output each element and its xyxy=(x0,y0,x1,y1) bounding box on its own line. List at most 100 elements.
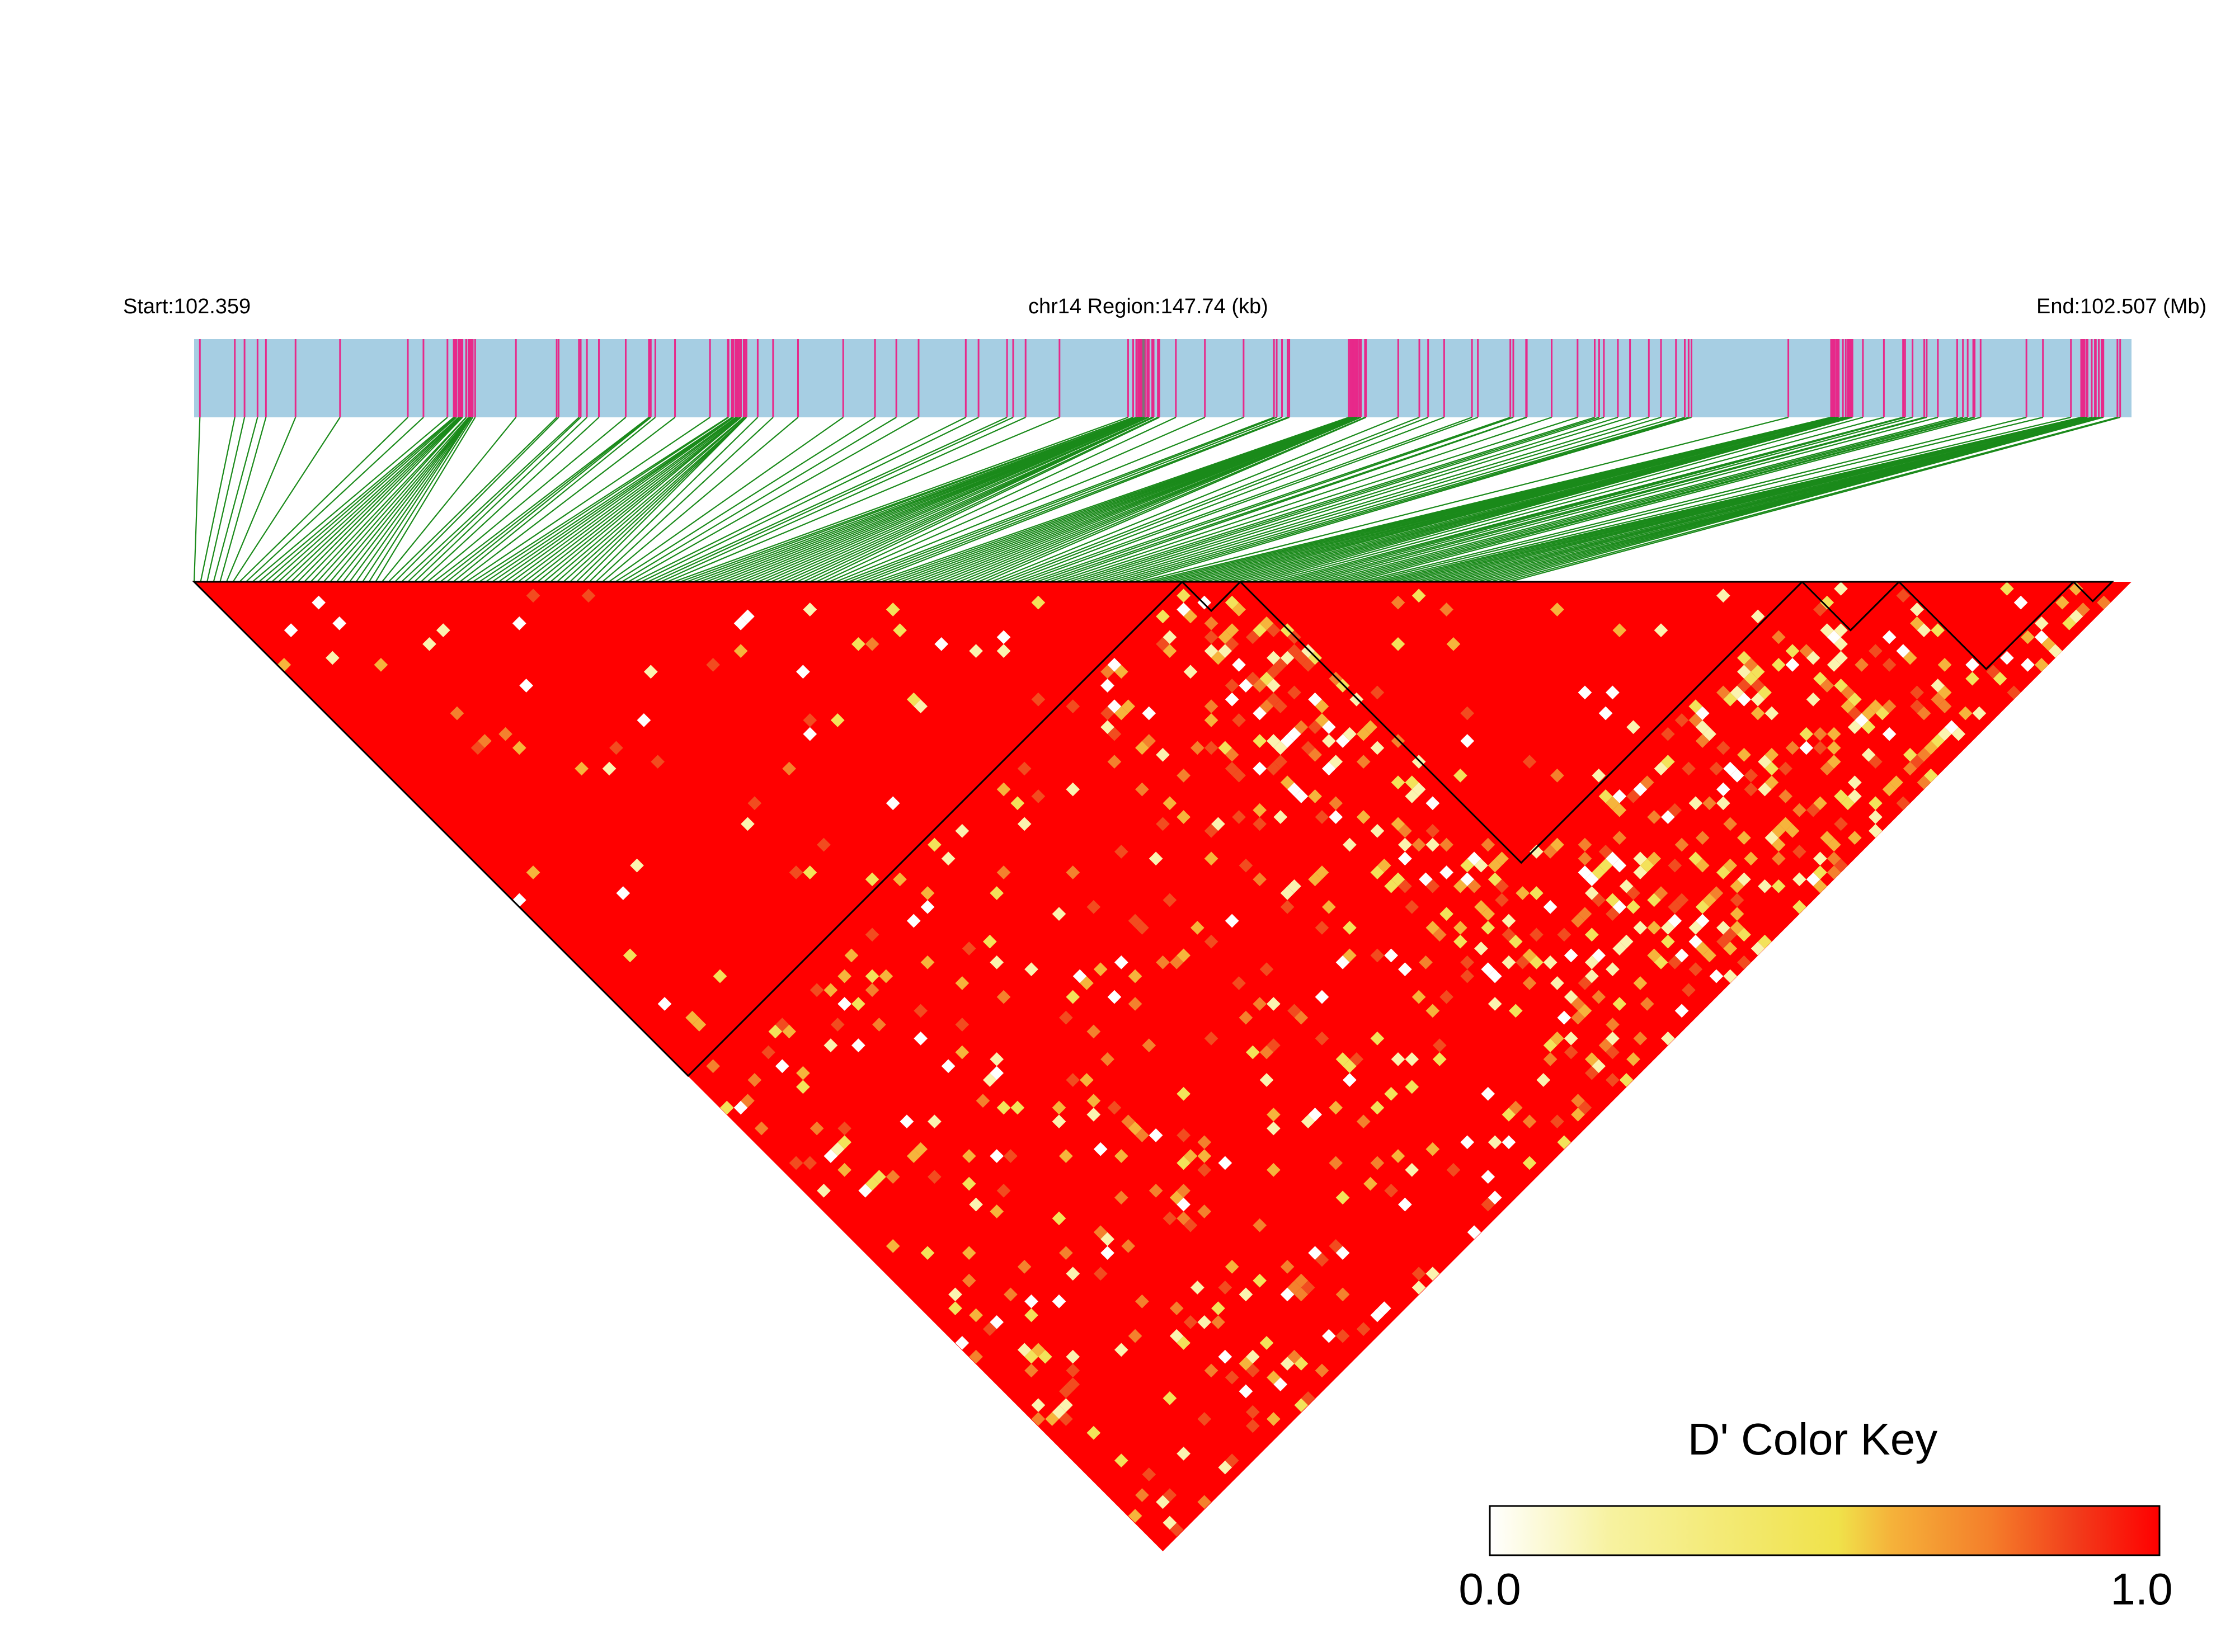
snp-connector xyxy=(368,417,473,582)
ld-cell xyxy=(1723,692,1738,707)
ld-cell xyxy=(1315,713,1329,727)
ld-cell xyxy=(1273,755,1288,769)
ld-cell xyxy=(1315,1031,1329,1046)
snp-ticks xyxy=(199,339,2121,417)
ld-cell xyxy=(1578,865,1592,879)
ld-cell xyxy=(1744,768,1758,783)
ld-cell xyxy=(1453,934,1467,949)
ld-cell xyxy=(1280,900,1295,914)
ld-cell xyxy=(1308,651,1322,665)
ld-cell xyxy=(1522,1156,1537,1170)
ld-cell xyxy=(1343,727,1357,741)
ld-cell xyxy=(1329,1100,1343,1115)
ld-cell xyxy=(1695,914,1710,928)
ld-cell xyxy=(1958,706,1973,721)
ld-cell xyxy=(1813,879,1827,893)
ld-block-outline xyxy=(192,581,1184,1077)
ld-cell xyxy=(1329,810,1343,824)
ld-cell xyxy=(1716,589,1730,603)
snp-connector xyxy=(764,416,1145,583)
ld-cell xyxy=(1765,775,1779,790)
ld-cell xyxy=(1384,1184,1399,1198)
ld-cell xyxy=(920,900,935,914)
ld-cell xyxy=(1723,858,1738,873)
ld-cell xyxy=(1163,644,1177,658)
snp-connector xyxy=(900,416,1354,583)
ld-cell xyxy=(1114,665,1128,679)
ld-cell xyxy=(1149,1184,1163,1198)
ld-cell xyxy=(1010,1100,1025,1115)
ld-cell xyxy=(1321,720,1336,735)
snp-connector xyxy=(232,417,341,582)
snp-connector xyxy=(407,417,581,582)
ld-cell xyxy=(1882,727,1897,741)
ld-cell xyxy=(1584,872,1599,887)
ld-cell xyxy=(1765,761,1779,776)
ld-cell xyxy=(1896,589,1911,603)
ld-cell xyxy=(1937,685,1952,700)
ld-cell xyxy=(1253,761,1267,776)
ld-block-outline xyxy=(1897,581,2076,670)
snp-connector xyxy=(1224,416,1846,583)
ld-cell xyxy=(1370,823,1385,838)
ld-cell xyxy=(1267,1038,1281,1053)
ld-cell xyxy=(1453,879,1467,893)
snp-connector xyxy=(1217,416,1843,583)
ld-cell xyxy=(879,969,893,983)
ld-cell xyxy=(941,1059,956,1074)
ld-cell xyxy=(1674,837,1689,852)
ld-cell xyxy=(1903,761,1917,776)
ld-cell xyxy=(1758,685,1772,700)
ld-cell xyxy=(1197,1495,1212,1509)
ld-cell xyxy=(927,837,942,852)
ld-cell xyxy=(1654,955,1668,969)
ld-cell xyxy=(1411,1267,1426,1281)
ld-cell xyxy=(1017,1343,1032,1357)
ld-cell xyxy=(1522,1114,1537,1129)
ld-cell xyxy=(1827,837,1841,852)
ld-cell xyxy=(1273,810,1288,824)
ld-cell xyxy=(1584,886,1599,900)
ld-block-outline xyxy=(1180,581,1243,613)
ld-cell xyxy=(1287,685,1301,700)
ld-cell xyxy=(1592,768,1606,783)
ld-cell xyxy=(761,1045,775,1060)
ld-cell xyxy=(955,976,970,990)
ld-cell xyxy=(1612,858,1627,873)
snp-connector xyxy=(492,417,733,582)
snp-connector xyxy=(433,417,650,582)
ld-cell xyxy=(1806,692,1820,707)
ld-cell xyxy=(1280,651,1295,665)
snp-connector xyxy=(777,416,1149,583)
ld-cell xyxy=(1543,1052,1558,1066)
ld-cell xyxy=(1550,1114,1564,1129)
ld-cell xyxy=(906,1149,921,1163)
ld-cell xyxy=(1674,948,1689,963)
ld-cell xyxy=(1204,741,1218,755)
ld-cell xyxy=(1564,948,1578,963)
ld-cell xyxy=(1453,921,1467,935)
ld-cell xyxy=(1751,692,1765,707)
ld-cell xyxy=(1550,976,1564,990)
ld-cell xyxy=(2000,651,2014,665)
snp-connector xyxy=(1353,416,1981,583)
ld-cell xyxy=(1695,706,1710,721)
ld-cell xyxy=(1183,609,1198,624)
ld-cell xyxy=(1121,1239,1136,1253)
ld-cell xyxy=(1674,1004,1689,1018)
ld-cell xyxy=(1522,976,1537,990)
ld-cell xyxy=(1785,644,1800,658)
ld-cell xyxy=(1439,990,1453,1004)
ld-cell xyxy=(1405,1080,1419,1094)
ld-cell xyxy=(1446,1162,1461,1177)
ld-cell xyxy=(1882,630,1897,644)
ld-cell xyxy=(824,1038,838,1053)
ld-cell xyxy=(512,616,526,630)
ld-cell xyxy=(1847,720,1862,735)
snp-connector xyxy=(277,417,459,582)
ld-cell xyxy=(1606,685,1620,700)
ld-cell xyxy=(1937,699,1952,713)
snp-connector xyxy=(1289,416,1905,583)
ld-cell xyxy=(1197,1315,1212,1329)
ld-cell xyxy=(1329,1239,1343,1253)
